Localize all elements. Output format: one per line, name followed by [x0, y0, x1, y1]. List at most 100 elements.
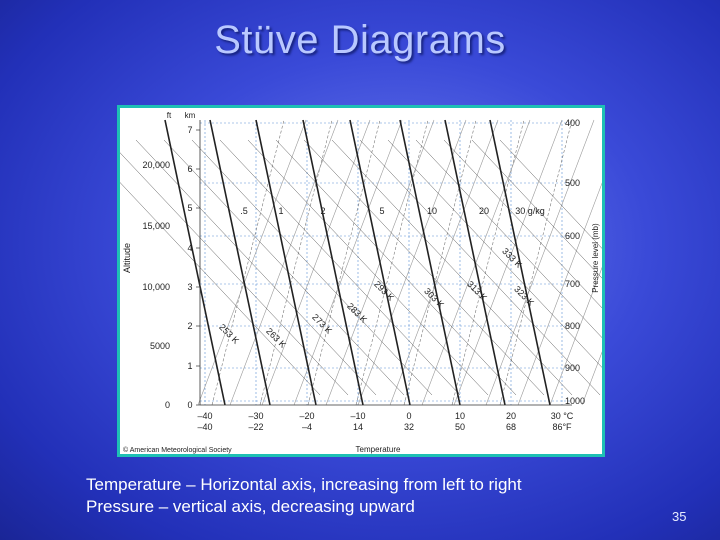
fahrenheit-tick-label: –4 [302, 422, 312, 432]
dry-adiabat-line [387, 139, 602, 368]
dry-adiabat-line [415, 139, 602, 338]
pressure-tick-label: 800 [565, 321, 580, 331]
moist-adiabat-line [421, 119, 531, 406]
adiabat-temperature-label: 303 K [422, 286, 446, 310]
mixing-ratio-label: 10 [427, 206, 437, 216]
km-tick-label: 5 [187, 203, 192, 213]
km-tick-label: 0 [187, 400, 192, 410]
mixing-ratio-line [451, 119, 525, 406]
mixing-ratio-line [403, 119, 477, 406]
ft-tick-label: 15,000 [142, 221, 170, 231]
dry-adiabat-line [331, 139, 573, 396]
dry-adiabat-line [471, 139, 602, 279]
ft-tick-label: 10,000 [142, 282, 170, 292]
celsius-tick-label: –40 [197, 411, 212, 421]
altitude-axis-title: Altitude [122, 243, 132, 273]
adiabat-temperature-label: 253 K [217, 322, 241, 346]
pressure-axis-title: Pressure level (mb) [591, 223, 600, 293]
dry-adiabat-line [120, 152, 349, 396]
dry-adiabat-line [499, 139, 602, 249]
mixing-ratio-label: 2 [320, 206, 325, 216]
pressure-tick-label: 700 [565, 279, 580, 289]
mixing-ratio-label: 20 [479, 206, 489, 216]
saturated-adiabat-line [164, 119, 226, 406]
dry-adiabat-line [219, 139, 461, 396]
mixing-ratio-label: .5 [240, 206, 248, 216]
moist-adiabat-line [197, 119, 307, 406]
pressure-tick-label: 400 [565, 118, 580, 128]
saturated-adiabat-line [209, 119, 271, 406]
pressure-tick-label: 600 [565, 231, 580, 241]
moist-adiabat-line [485, 119, 595, 406]
dry-adiabat-line [359, 139, 601, 396]
adiabat-temperature-label: 313 K [465, 279, 489, 303]
celsius-tick-label: 10 [455, 411, 465, 421]
ft-tick-label: 0 [165, 400, 170, 410]
mixing-ratio-line [259, 119, 333, 406]
fahrenheit-tick-label: 14 [353, 422, 363, 432]
ft-tick-label: 5000 [150, 341, 170, 351]
moist-adiabat-line [517, 182, 602, 406]
moist-adiabat-line [261, 119, 371, 406]
adiabat-temperature-label: 283 K [345, 301, 369, 325]
copyright-notice: © American Meteorological Society [123, 446, 232, 454]
dry-adiabat-line [443, 139, 602, 309]
dry-adiabat-line [247, 139, 489, 396]
adiabat-temperature-label: 333 K [500, 246, 524, 270]
saturated-adiabat-line [302, 119, 364, 406]
celsius-tick-label: –20 [299, 411, 314, 421]
fahrenheit-tick-label: 68 [506, 422, 516, 432]
dry-adiabat-line [163, 139, 405, 396]
mixing-ratio-label: 1 [278, 206, 283, 216]
fahrenheit-tick-label: –40 [197, 422, 212, 432]
adiabat-temperature-label: 263 K [264, 326, 288, 350]
mixing-ratio-line [307, 119, 381, 406]
mixing-ratio-label: 5 [379, 206, 384, 216]
mixing-ratio-line [355, 119, 429, 406]
dry-adiabat-line [303, 139, 545, 396]
km-tick-label: 7 [187, 125, 192, 135]
pressure-tick-label: 900 [565, 363, 580, 373]
celsius-tick-label: 20 [506, 411, 516, 421]
moist-adiabat-line [357, 119, 467, 406]
saturated-adiabat-line [399, 119, 461, 406]
saturated-adiabat-line [444, 119, 506, 406]
pressure-tick-label: 500 [565, 178, 580, 188]
stuve-diagram-figure: ft km 0 1 2 3 4 5 6 7 0 5000 10,000 15,000 20,000 Altit… [117, 105, 605, 457]
mixing-ratio-line [211, 119, 285, 406]
saturated-adiabat-line [255, 119, 317, 406]
km-unit-label: km [185, 111, 196, 120]
stuve-diagram-svg: ft km012345670500010,00015,00020,000Altit… [120, 111, 602, 454]
moist-adiabat-line [389, 119, 499, 406]
ft-unit-label: ft [167, 111, 172, 120]
saturated-adiabat-line [489, 119, 551, 406]
mixing-ratio-label: 30 g/kg [515, 206, 545, 216]
fahrenheit-tick-label: 86°F [552, 422, 572, 432]
pressure-tick-label: 1000 [565, 396, 585, 406]
moist-adiabat-line [581, 351, 602, 406]
fahrenheit-tick-label: 50 [455, 422, 465, 432]
dry-adiabat-line [120, 182, 321, 396]
temperature-axis-title: Temperature [356, 445, 401, 454]
dry-adiabat-line [191, 139, 433, 396]
slide-caption: Temperature – Horizontal axis, increasin… [86, 474, 522, 518]
fahrenheit-tick-label: –22 [248, 422, 263, 432]
km-tick-label: 2 [187, 321, 192, 331]
moist-adiabat-line [453, 119, 563, 406]
saturated-adiabat-line [349, 119, 411, 406]
fahrenheit-tick-label: 32 [404, 422, 414, 432]
moist-adiabat-line [549, 266, 602, 406]
ft-tick-label: 20,000 [142, 160, 170, 170]
adiabat-temperature-label: 293 K [372, 279, 396, 303]
celsius-tick-label: –30 [248, 411, 263, 421]
moist-adiabat-line [229, 119, 339, 406]
km-tick-label: 6 [187, 164, 192, 174]
celsius-tick-label: 0 [406, 411, 411, 421]
page-number: 35 [672, 509, 687, 524]
celsius-tick-label: –10 [350, 411, 365, 421]
caption-line-temperature: Temperature – Horizontal axis, increasin… [86, 475, 522, 494]
km-tick-label: 4 [187, 243, 192, 253]
celsius-tick-label: 30 °C [551, 411, 574, 421]
mixing-ratio-line [499, 119, 573, 406]
caption-line-pressure: Pressure – vertical axis, decreasing upw… [86, 497, 415, 516]
